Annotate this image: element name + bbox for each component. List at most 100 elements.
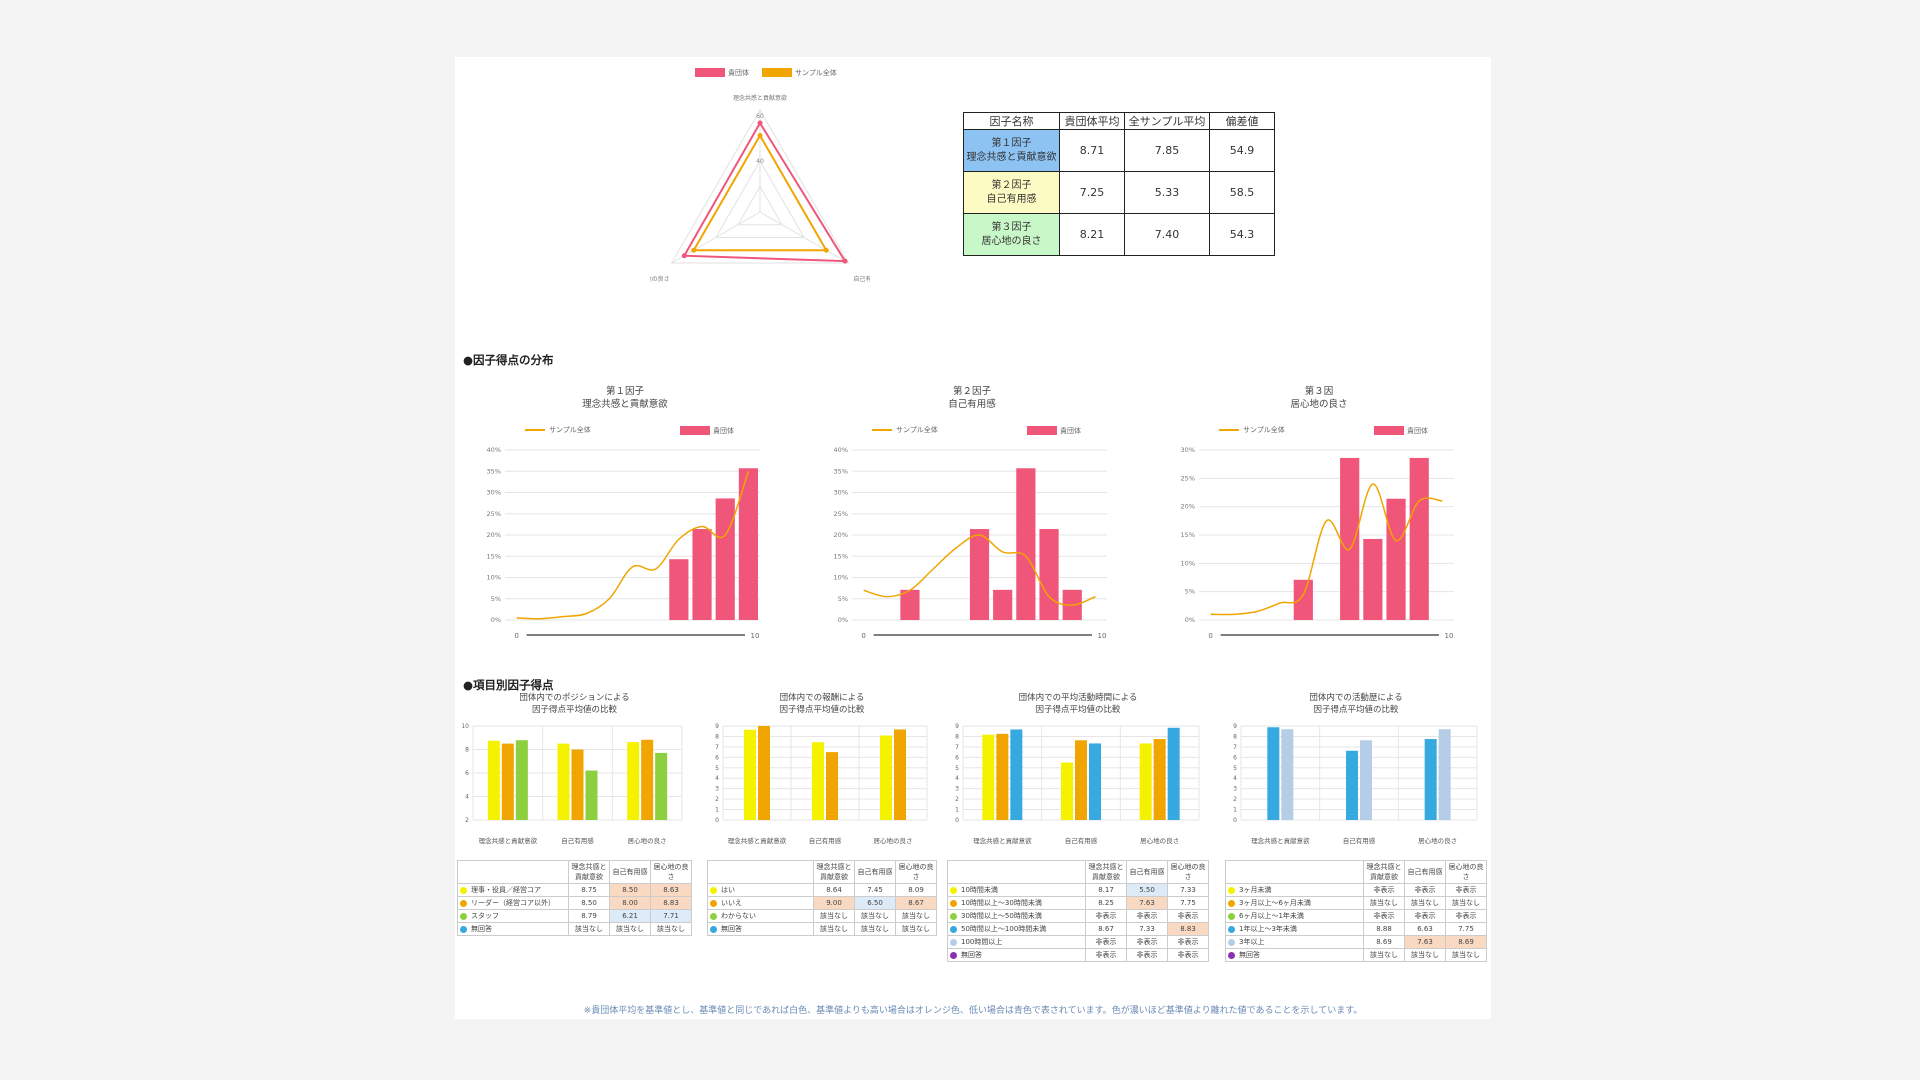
factor-name-cell: 第１因子 理念共感と貢献意欲 (963, 129, 1060, 172)
y-tick-label: 9 (715, 723, 719, 730)
row-label: いいえ (721, 899, 742, 907)
row-label: 50時間以上～100時間未満 (961, 925, 1047, 933)
y-tick-label: 8 (1233, 733, 1237, 740)
row-label-cell: 50時間以上～100時間未満 (947, 922, 1086, 936)
table-header-cell: 居心地の良さ (895, 860, 937, 884)
x-tick-label: 10 (751, 632, 760, 640)
bar (1360, 740, 1372, 820)
score-cell: 該当なし (854, 909, 896, 923)
table-row: 6ヶ月以上～1年未満 非表示 非表示 非表示 (1225, 909, 1487, 923)
legend-dot (1228, 938, 1235, 946)
bar (996, 733, 1009, 820)
score-cell: 7.63 (1126, 896, 1168, 910)
score-cell: 8.63 (650, 883, 692, 897)
y-tick-label: 3 (955, 786, 959, 793)
row-label-cell: 無回答 (707, 922, 814, 936)
chart-subtitle: 自己有用感 (948, 399, 996, 410)
bar (880, 735, 892, 820)
score-cell: 8.83 (650, 896, 692, 910)
score-cell: 該当なし (568, 922, 610, 936)
y-tick-label: 15% (487, 552, 501, 560)
table-header-cell: 居心地の良さ (1445, 860, 1487, 884)
bar (894, 729, 906, 820)
distribution-chart-1: 第１因子 理念共感と貢献意欲 サンプル全体 貴団体 0% 5% 10% 15% 20% 25% 30… (465, 385, 785, 670)
legend-dot (1228, 925, 1235, 933)
score-cell: 非表示 (1167, 909, 1209, 923)
table-header-cell: 自己有用感 (854, 860, 896, 884)
item-comparison-4: 団体内での活動歴による 因子得点平均値の比較 0 1 2 3 4 5 6 7 8 9 理念共感と貢献意欲… (1225, 692, 1487, 992)
row-label: 30時間以上～50時間未満 (961, 912, 1042, 920)
row-label-cell: スタッフ (457, 909, 569, 923)
category-label: 居心地の良さ (1418, 836, 1457, 845)
row-label: 無回答 (471, 925, 492, 933)
table-row: 1年以上～3年未満 8.88 6.63 7.75 (1225, 922, 1487, 936)
radar-point (823, 247, 829, 253)
score-cell: 非表示 (1363, 909, 1405, 923)
score-cell: 8.69 (1363, 935, 1405, 949)
radar-tick-label: 40 (756, 158, 764, 165)
item-bar-chart: 0 1 2 3 4 5 6 7 8 9 理念共感と貢献意欲 自己有用感 居心地の良さ (715, 723, 928, 845)
y-tick-label: 9 (955, 723, 959, 730)
y-tick-label: 8 (465, 747, 469, 754)
score-cell: 非表示 (1085, 948, 1127, 962)
table-header-cell (457, 860, 569, 884)
y-tick-label: 0% (491, 616, 501, 624)
score-cell: 8.00 (609, 896, 651, 910)
chart-subtitle: 因子得点平均値の比較 (531, 705, 617, 715)
score-cell: 8.50 (609, 883, 651, 897)
table-header-cell: 理念共感と貢献意欲 (813, 860, 855, 884)
y-tick-label: 3 (1233, 786, 1237, 793)
legend-dot (460, 886, 467, 894)
bar (1438, 729, 1451, 820)
row-label: 無回答 (1239, 951, 1260, 959)
factor-all-avg: 7.85 (1124, 129, 1210, 172)
chart-title: 第１因子 (605, 386, 644, 397)
radar-point (842, 258, 848, 264)
radar-spoke (759, 211, 849, 264)
row-label-cell: 10時間以上～30時間未満 (947, 896, 1086, 910)
y-tick-label: 4 (1233, 775, 1237, 782)
bar (826, 752, 838, 820)
y-tick-label: 10% (487, 574, 501, 582)
legend-dot (710, 925, 717, 933)
score-cell: 非表示 (1445, 883, 1487, 897)
table-header-row: 理念共感と貢献意欲 自己有用感 居心地の良さ (1225, 860, 1487, 884)
score-cell: 7.75 (1445, 922, 1487, 936)
score-cell: 該当なし (895, 909, 937, 923)
legend-swatch-group (680, 426, 710, 435)
y-tick-label: 6 (465, 770, 469, 777)
distribution-chart-2: 第２因子 自己有用感 サンプル全体 貴団体 0% 5% 10% 15% 20% 25% 30% 35%… (812, 385, 1132, 670)
legend-label-sample: サンプル全体 (549, 425, 591, 434)
category-label: 自己有用感 (561, 836, 594, 845)
y-tick-label: 2 (955, 796, 959, 803)
factor-name: 居心地の良さ (981, 235, 1042, 247)
score-cell: 該当なし (650, 922, 692, 936)
chart-subtitle: 理念共感と貢献意欲 (582, 399, 668, 410)
factor-table-row: 第３因子 居心地の良さ 8.21 7.40 54.3 (963, 213, 1275, 256)
chart-title: 団体内でのポジションによる (519, 693, 630, 703)
score-cell: 8.17 (1085, 883, 1127, 897)
table-row: 3ヶ月以上～6ヶ月未満 該当なし 該当なし 該当なし (1225, 896, 1487, 910)
legend-dot (1228, 951, 1235, 959)
y-tick-label: 7 (715, 744, 719, 751)
category-label: 居心地の良さ (1140, 836, 1179, 845)
legend-dot (950, 951, 957, 959)
table-header-cell: 自己有用感 (609, 860, 651, 884)
score-cell: 該当なし (854, 922, 896, 936)
item-comparison-2: 団体内での報酬による 因子得点平均値の比較 0 1 2 3 4 5 6 7 8 9 理念共感と貢献意欲自… (707, 692, 937, 992)
row-label-cell: リーダー（経営コア以外） (457, 896, 569, 910)
report-page: 貴団体サンプル全体6040理念共感と貢献意欲自己有用感居心地の良さ 因子名称 貴… (455, 57, 1491, 1019)
radar-point (691, 247, 697, 253)
bar (501, 743, 514, 820)
score-cell: 非表示 (1126, 909, 1168, 923)
table-row: 無回答 非表示 非表示 非表示 (947, 948, 1209, 962)
x-tick-label: 0 (1208, 632, 1212, 640)
section-title-distribution: ●因子得点の分布 (463, 353, 554, 367)
row-label: 3ヶ月以上～6ヶ月未満 (1239, 899, 1311, 907)
bar (1281, 729, 1294, 820)
score-cell: 7.71 (650, 909, 692, 923)
chart-title: 第３因 (1304, 386, 1334, 397)
factor-table-header: 因子名称 (963, 112, 1060, 130)
bar (585, 770, 598, 820)
chart-subtitle: 居心地の良さ (1290, 399, 1348, 410)
